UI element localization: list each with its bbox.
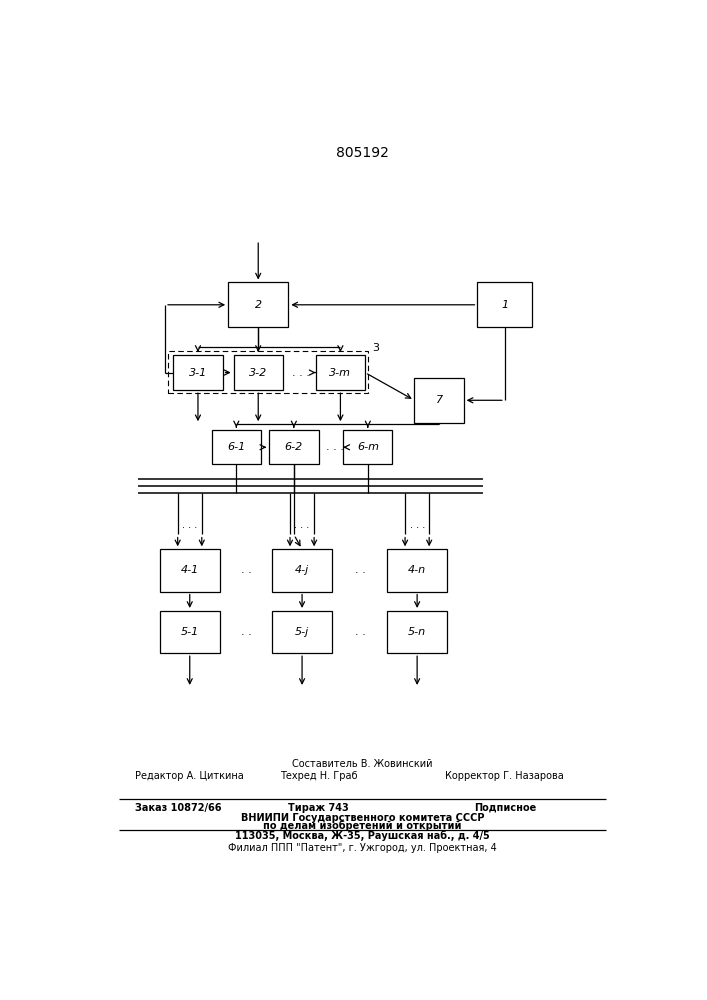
Bar xyxy=(414,378,464,423)
Bar xyxy=(160,611,220,653)
Text: 5-j: 5-j xyxy=(295,627,309,637)
Text: 4-1: 4-1 xyxy=(180,565,199,575)
Bar xyxy=(477,282,532,327)
Text: Техред Н. Граб: Техред Н. Граб xyxy=(280,771,357,781)
Text: 5-n: 5-n xyxy=(408,627,426,637)
Text: . . .: . . . xyxy=(292,368,310,378)
Bar xyxy=(387,549,448,592)
Bar xyxy=(387,611,448,653)
Bar xyxy=(173,355,223,390)
Text: 6-2: 6-2 xyxy=(285,442,303,452)
Text: 6-m: 6-m xyxy=(357,442,379,452)
Text: Подписное: Подписное xyxy=(474,803,536,813)
Text: Корректор Г. Назарова: Корректор Г. Назарова xyxy=(445,771,564,781)
Text: 805192: 805192 xyxy=(336,146,389,160)
Bar xyxy=(316,355,365,390)
Text: по делам изобретений и открытий: по делам изобретений и открытий xyxy=(263,821,462,831)
Bar xyxy=(160,549,220,592)
Text: 3: 3 xyxy=(373,343,380,353)
Text: Заказ 10872/66: Заказ 10872/66 xyxy=(135,803,221,813)
Text: . .: . . xyxy=(241,627,252,637)
Bar xyxy=(211,430,261,464)
Bar xyxy=(272,611,332,653)
Text: 4-n: 4-n xyxy=(408,565,426,575)
Text: Филиал ППП "Патент", г. Ужгород, ул. Проектная, 4: Филиал ППП "Патент", г. Ужгород, ул. Про… xyxy=(228,843,497,853)
Text: 113035, Москва, Ж-35, Раушская наб., д. 4/5: 113035, Москва, Ж-35, Раушская наб., д. … xyxy=(235,830,490,841)
Text: 5-1: 5-1 xyxy=(180,627,199,637)
Text: 1: 1 xyxy=(501,300,508,310)
Text: 3-m: 3-m xyxy=(329,368,351,378)
Text: . . .: . . . xyxy=(326,442,344,452)
Text: . .: . . xyxy=(241,565,252,575)
Text: . . .: . . . xyxy=(294,520,310,530)
Text: 3-1: 3-1 xyxy=(189,368,207,378)
Text: 2: 2 xyxy=(255,300,262,310)
Text: . .: . . xyxy=(356,627,366,637)
Text: . . .: . . . xyxy=(182,520,197,530)
Text: 6-1: 6-1 xyxy=(227,442,245,452)
Text: ВНИИПИ Государственного комитета СССР: ВНИИПИ Государственного комитета СССР xyxy=(240,813,484,823)
Text: 4-j: 4-j xyxy=(295,565,309,575)
Bar xyxy=(168,351,368,393)
Text: Составитель В. Жовинский: Составитель В. Жовинский xyxy=(292,759,433,769)
Bar xyxy=(228,282,288,327)
Bar xyxy=(343,430,392,464)
Text: . . .: . . . xyxy=(409,520,425,530)
Text: . .: . . xyxy=(356,565,366,575)
Text: 3-2: 3-2 xyxy=(249,368,267,378)
Text: Тираж 743: Тираж 743 xyxy=(288,803,349,813)
Text: 7: 7 xyxy=(436,395,443,405)
Bar xyxy=(272,549,332,592)
Text: Редактор А. Циткина: Редактор А. Циткина xyxy=(135,771,244,781)
Bar xyxy=(269,430,319,464)
Bar xyxy=(233,355,283,390)
